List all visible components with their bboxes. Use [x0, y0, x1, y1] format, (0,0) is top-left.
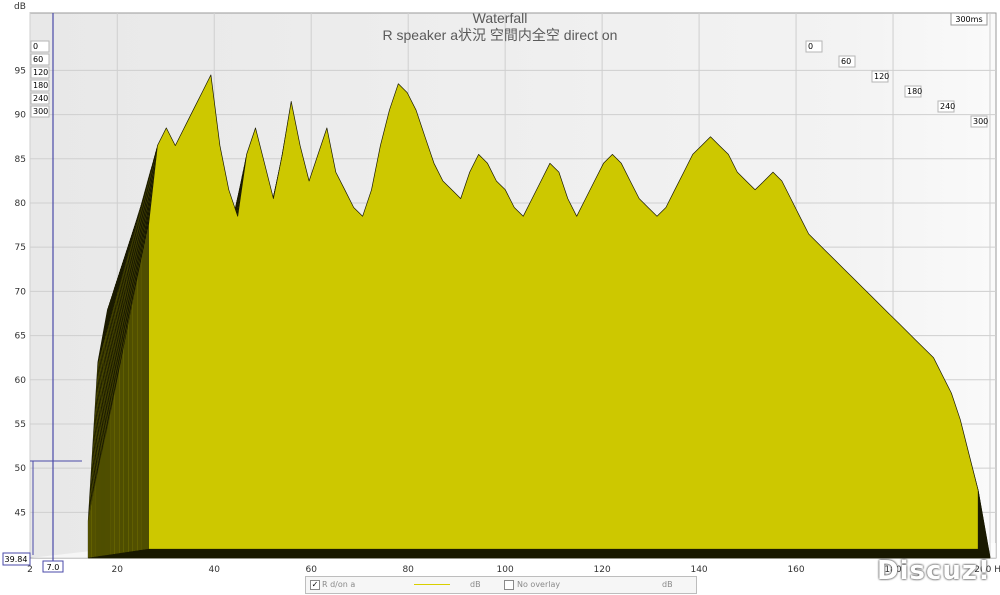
cursor-y-readout: 39.84: [5, 555, 28, 564]
x-tick-label: 60: [305, 565, 317, 575]
cursor-y-readout-box: [2, 552, 31, 566]
x-axis-ticks: 2 20 40 60 80 100 120 140 160 180 200 Hz: [27, 565, 1000, 575]
legend-swatch-r-d-on-a: [414, 584, 450, 585]
y-tick-label: 95: [15, 66, 26, 76]
time-slice-box-right: [805, 40, 823, 53]
x-tick-label: 40: [209, 565, 221, 575]
time-slice-label-right: 300: [973, 117, 988, 126]
time-slice-label-right: 240: [940, 102, 955, 111]
waterfall-slice: [148, 74, 979, 550]
y-tick-label: 85: [15, 155, 26, 165]
x-tick-label: 80: [402, 565, 414, 575]
time-slice-label-left: 60: [33, 55, 43, 64]
legend-label-r-d-on-a: R d/on a: [322, 580, 356, 589]
time-slice-box-left: [30, 40, 50, 53]
time-slice-label-left: 240: [33, 94, 48, 103]
x-tick-label: 180: [884, 565, 901, 575]
y-axis-unit: dB: [14, 2, 26, 12]
legend-label-no-overlay: No overlay: [517, 580, 561, 589]
time-slice-box-left: [30, 79, 50, 92]
time-slice-box-left: [30, 66, 50, 79]
time-slice-label-right: 0: [808, 42, 813, 51]
legend-unit-no-overlay: dB: [662, 580, 673, 589]
y-tick-label: 65: [15, 332, 26, 342]
time-slice-box-left: [30, 92, 50, 105]
waterfall-surface: [87, 74, 991, 559]
cursor-x-readout: 7.0: [47, 563, 60, 572]
y-tick-label: 75: [15, 243, 26, 253]
x-tick-label: 120: [594, 565, 611, 575]
time-slice-label-left: 180: [33, 81, 48, 90]
time-slice-box-right: [871, 70, 889, 83]
chart-subtitle: R speaker a状況 空間内全空 direct on: [383, 27, 618, 43]
time-slice-label-left: 120: [33, 68, 48, 77]
time-slice-label-left: 300: [33, 107, 48, 116]
time-slice-box-left: [30, 53, 50, 66]
time-slice-label-right: 60: [841, 57, 851, 66]
legend-checkbox-no-overlay[interactable]: [504, 580, 514, 590]
time-slice-box-right: [904, 85, 922, 98]
y-tick-label: 50: [15, 464, 27, 474]
chart-title: Waterfall: [473, 10, 528, 26]
time-slice-labels-right: 0 60 120 180 240 300: [805, 40, 988, 128]
x-tick-label: 20: [112, 565, 124, 575]
y-tick-label: 55: [15, 420, 26, 430]
cursor-x-readout-box: [42, 560, 64, 573]
y-tick-label: 45: [15, 508, 26, 518]
time-range-box[interactable]: [950, 12, 988, 26]
time-slice-box-right: [970, 115, 988, 128]
legend-checkbox-r-d-on-a[interactable]: ✓: [310, 580, 320, 590]
time-slice-labels-left: 0 60 120 180 240 300: [30, 40, 50, 118]
x-tick-label: 200 Hz: [974, 565, 1000, 575]
y-tick-label: 60: [15, 376, 27, 386]
y-tick-label: 90: [15, 111, 27, 121]
x-tick-label: 100: [497, 565, 514, 575]
watermark-logo: Discuz!: [877, 556, 991, 586]
time-slice-box-right: [838, 55, 856, 68]
x-tick-label: 140: [690, 565, 707, 575]
time-slice-label-right: 180: [907, 87, 922, 96]
y-tick-label: 70: [15, 287, 27, 297]
x-tick-label: 160: [787, 565, 804, 575]
time-slice-box-right: [937, 100, 955, 113]
legend-unit-r-d-on-a: dB: [470, 580, 481, 589]
time-range-label: 300ms: [955, 15, 982, 24]
x-tick-label: 2: [27, 565, 33, 575]
y-axis-ticks: 95 90 85 80 75 70 65 60 55 50 45: [15, 66, 27, 518]
time-slice-box-left: [30, 105, 50, 118]
legend: ✓ R d/on a dB No overlay dB: [305, 576, 697, 594]
time-slice-label-left: 0: [33, 42, 38, 51]
y-tick-label: 80: [15, 199, 27, 209]
time-slice-label-right: 120: [874, 72, 889, 81]
